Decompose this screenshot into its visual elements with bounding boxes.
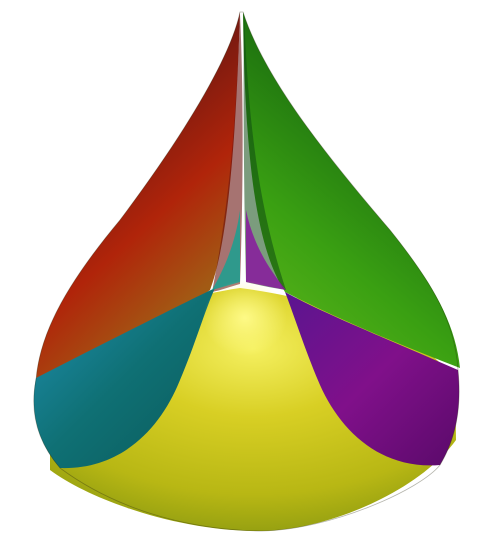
- outline: [33, 11, 460, 532]
- green-lobe-surface: [243, 12, 460, 368]
- purple-center-sliver: [246, 210, 286, 290]
- green-inner-fold: [243, 14, 286, 290]
- teal-center-sliver: [212, 210, 240, 290]
- red-inner-fold: [212, 14, 243, 292]
- center-highlight: [203, 280, 287, 356]
- red-lobe-surface: [36, 12, 240, 380]
- purple-lobe-surface: [285, 292, 460, 466]
- teal-lobe-surface: [33, 288, 215, 469]
